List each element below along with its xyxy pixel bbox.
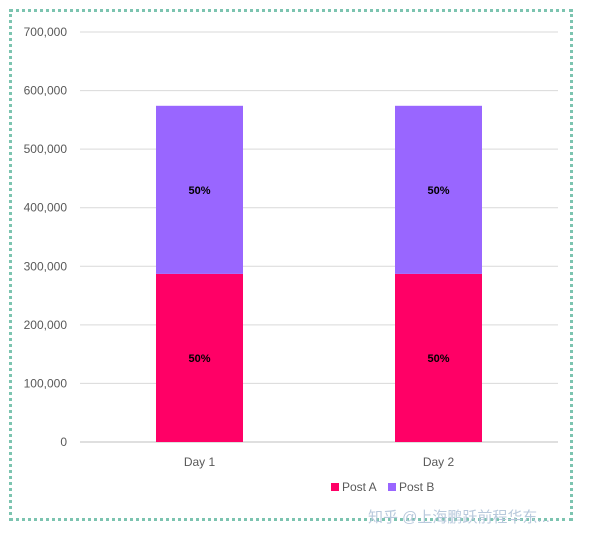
legend-swatch — [388, 483, 396, 491]
legend-swatch — [331, 483, 339, 491]
y-tick-label: 0 — [60, 435, 67, 449]
data-label: 50% — [188, 185, 210, 197]
x-tick-label: Day 1 — [184, 455, 216, 469]
y-tick-label: 700,000 — [24, 25, 68, 39]
y-tick-label: 500,000 — [24, 142, 68, 156]
bars — [156, 105, 482, 442]
chart-frame — [9, 9, 573, 521]
data-label: 50% — [188, 353, 210, 365]
y-tick-label: 100,000 — [24, 376, 68, 390]
x-tick-label: Day 2 — [423, 455, 455, 469]
legend: Post A Post B — [331, 480, 434, 494]
bar-post-a — [156, 273, 243, 442]
bar-post-a — [395, 273, 482, 442]
y-axis-ticks: 0 100,000 200,000 300,000 400,000 500,000 600,… — [24, 25, 68, 449]
bar-post-b — [156, 105, 243, 274]
y-tick-label: 600,000 — [24, 84, 68, 98]
data-label: 50% — [427, 185, 449, 197]
gridlines — [80, 31, 558, 443]
bar-post-b — [395, 105, 482, 274]
data-labels: 50% 50% 50% 50% — [188, 185, 449, 365]
y-tick-label: 200,000 — [24, 318, 68, 332]
legend-label: Post A — [342, 480, 377, 494]
data-label: 50% — [427, 353, 449, 365]
y-tick-label: 400,000 — [24, 201, 68, 215]
watermark: 知乎 @上海鹏跃前程华东... — [368, 509, 550, 526]
x-axis-ticks: Day 1 Day 2 — [184, 455, 455, 469]
legend-label: Post B — [399, 480, 434, 494]
y-tick-label: 300,000 — [24, 259, 68, 273]
